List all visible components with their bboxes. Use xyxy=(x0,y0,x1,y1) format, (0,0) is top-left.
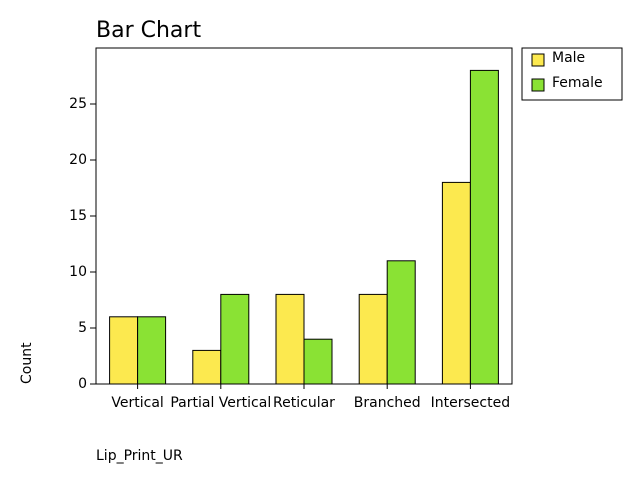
bar xyxy=(303,338,333,385)
legend-label: Female xyxy=(552,75,603,91)
x-tick-label: Intersected xyxy=(431,395,510,411)
bar xyxy=(441,181,471,385)
y-tick-label: 5 xyxy=(78,320,87,336)
x-tick-label: Branched xyxy=(354,395,421,411)
bar xyxy=(386,260,416,385)
bar xyxy=(220,293,250,385)
y-tick-label: 20 xyxy=(69,152,87,168)
legend-swatch xyxy=(531,53,545,67)
x-tick-label: Partial Vertical xyxy=(170,395,271,411)
y-tick-label: 0 xyxy=(78,376,87,392)
y-axis-label: Count xyxy=(19,342,35,384)
y-tick-label: 15 xyxy=(69,208,87,224)
bar xyxy=(137,316,167,385)
legend-swatch xyxy=(531,78,545,92)
legend-label: Male xyxy=(552,50,585,66)
bar xyxy=(275,293,305,385)
bar xyxy=(358,293,388,385)
bar xyxy=(109,316,139,385)
bar xyxy=(192,349,222,385)
y-tick-label: 25 xyxy=(69,96,87,112)
x-axis-label: Lip_Print_UR xyxy=(96,448,183,464)
y-tick-label: 10 xyxy=(69,264,87,280)
bar xyxy=(469,69,499,385)
x-tick-label: Reticular xyxy=(273,395,335,411)
chart-title: Bar Chart xyxy=(96,18,201,43)
x-tick-label: Vertical xyxy=(111,395,163,411)
